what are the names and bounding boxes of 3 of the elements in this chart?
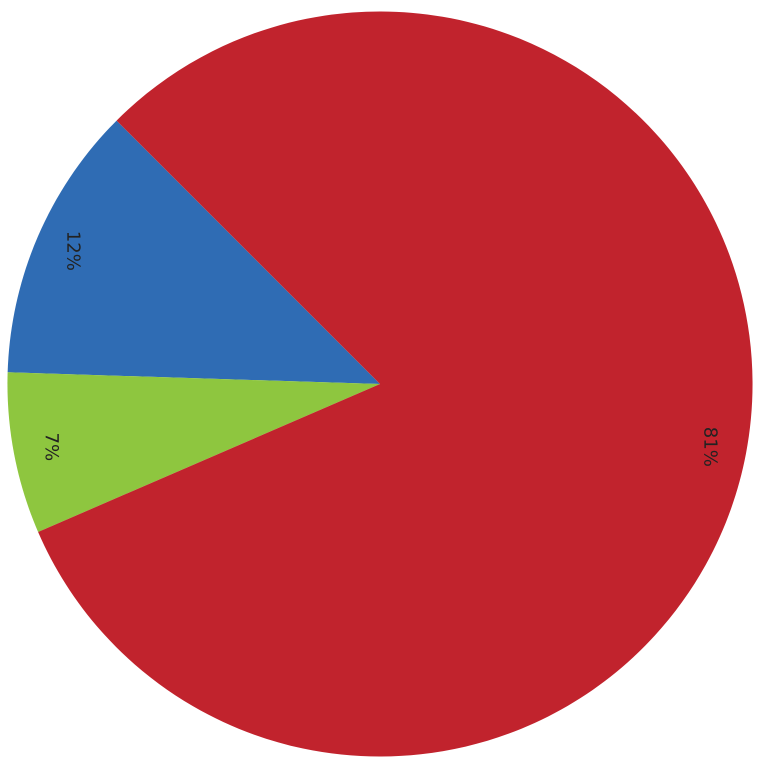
data-label: 7%	[45, 434, 60, 460]
data-label: 12%	[67, 232, 81, 270]
data-label: 81%	[704, 428, 718, 466]
